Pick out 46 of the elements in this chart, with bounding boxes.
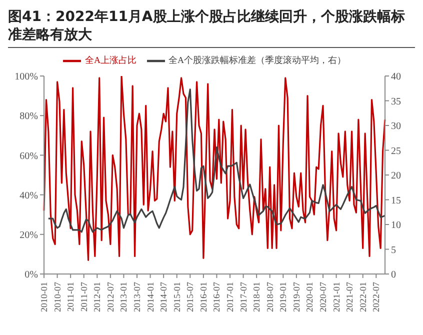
x-tick-label: 2022-01: [358, 282, 368, 312]
x-tick-label: 2021-07: [344, 282, 355, 312]
y-tick-label: 20%: [20, 230, 38, 241]
x-tick-label: 2018-07: [264, 282, 275, 312]
x-tick-label: 2010-07: [52, 282, 62, 312]
y-tick-label: 40%: [20, 190, 38, 202]
y2-tick-label: 30: [391, 121, 401, 132]
line-series: [43, 76, 386, 261]
x-tick-label: 2013-07: [132, 282, 142, 312]
x-tick-label: 2020-07: [318, 282, 328, 312]
x-tick-label: 2016-01: [198, 282, 208, 312]
legend-label: 全A上涨占比: [85, 55, 136, 66]
y-tick-label: 60%: [20, 150, 38, 162]
x-tick-label: 2011-07: [78, 282, 89, 312]
x-tick-label: 2022-07: [371, 282, 382, 312]
x-tick-label: 2015-07: [185, 282, 196, 312]
x-tick-label: 2012-07: [105, 282, 116, 312]
x-tick-label: 2011-01: [66, 282, 76, 312]
y2-tick-label: 20: [391, 170, 401, 182]
y2-tick-label: 25: [391, 146, 401, 157]
y-tick-label: 0%: [24, 270, 38, 281]
x-tick-label: 2018-01: [252, 282, 262, 312]
y2-tick-label: 0: [391, 270, 396, 281]
y-tick-label: 100%: [14, 72, 38, 83]
y2-tick-label: 5: [391, 244, 396, 256]
x-tick-label: 2014-07: [158, 282, 169, 312]
x-tick-label: 2016-07: [212, 282, 222, 312]
x-tick-label: 2017-07: [238, 282, 248, 312]
x-tick-label: 2010-01: [39, 282, 49, 312]
x-tick-label: 2019-07: [291, 282, 302, 312]
x-tick-label: 2015-01: [172, 282, 182, 312]
x-tick-label: 2013-01: [118, 282, 129, 312]
x-tick-label: 2020-01: [304, 282, 315, 312]
line-series: [48, 88, 386, 233]
y2-tick-label: 10: [391, 220, 401, 232]
x-tick-label: 2014-01: [145, 282, 156, 312]
x-tick-label: 2019-01: [278, 282, 288, 312]
y2-tick-label: 40: [391, 72, 401, 83]
legend-label: 全A个股涨跌幅标准差（季度滚动平均，右）: [168, 55, 346, 66]
y2-tick-label: 15: [391, 195, 401, 206]
x-tick-label: 2012-01: [92, 282, 102, 312]
y-tick-label: 80%: [20, 111, 38, 122]
x-tick-label: 2017-01: [225, 282, 235, 312]
y2-tick-label: 35: [391, 96, 401, 108]
chart-title: 图41：2022年11月A股上涨个股占比继续回升，个股涨跌幅标准差略有放大: [8, 8, 415, 48]
x-tick-label: 2021-01: [331, 282, 342, 312]
